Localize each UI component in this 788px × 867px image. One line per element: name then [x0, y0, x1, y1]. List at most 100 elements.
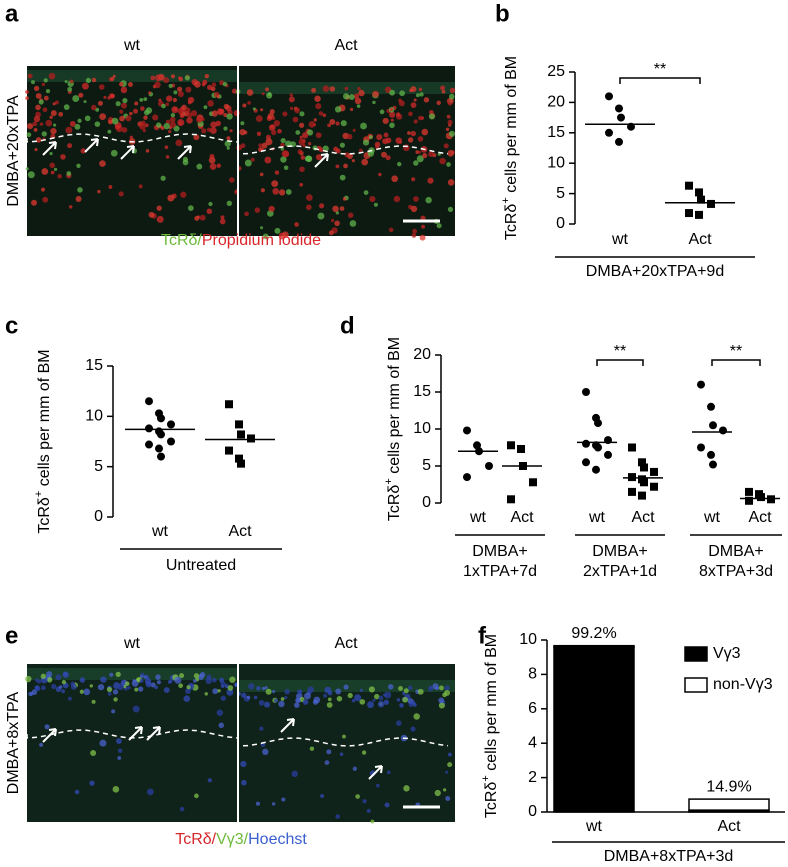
nucleus [428, 113, 435, 120]
y-tick-label: 0 [94, 508, 103, 525]
nucleus [118, 81, 124, 87]
nucleus [216, 95, 220, 99]
group-label: DMBA+ [708, 543, 764, 560]
nucleus [194, 215, 200, 221]
group-label: 1xTPA+7d [463, 563, 537, 580]
nucleus [108, 184, 113, 189]
nucleus [155, 674, 161, 680]
nucleus [261, 142, 268, 149]
nucleus [40, 673, 46, 679]
nucleus [373, 202, 378, 207]
nucleus [201, 128, 207, 134]
nucleus [271, 180, 279, 188]
nucleus [41, 168, 49, 175]
data-point [155, 444, 163, 453]
nucleus [323, 693, 328, 698]
nucleus [411, 233, 417, 238]
nucleus [74, 123, 81, 130]
nucleus [136, 677, 141, 682]
nucleus [132, 705, 140, 713]
nucleus [50, 170, 55, 175]
arrow [42, 728, 57, 743]
nucleus [428, 151, 434, 158]
nucleus [67, 86, 73, 92]
nucleus [220, 215, 225, 220]
nucleus [434, 789, 441, 797]
nucleus [142, 129, 146, 133]
y-label-part: + [383, 478, 395, 484]
nucleus [106, 686, 113, 693]
nucleus [350, 107, 354, 112]
data-point [757, 493, 765, 502]
data-point [507, 441, 515, 450]
nucleus [256, 131, 262, 137]
arrow [368, 765, 383, 780]
nucleus [164, 145, 169, 150]
nucleus [139, 123, 146, 130]
nucleus [125, 681, 130, 686]
nucleus [329, 119, 336, 125]
nucleus [445, 127, 450, 132]
panel-letter: b [495, 0, 510, 27]
nucleus [367, 701, 374, 709]
data-point [235, 454, 243, 463]
nucleus [80, 148, 86, 154]
nucleus [305, 155, 312, 162]
nucleus [184, 75, 190, 81]
nucleus [281, 150, 289, 157]
nucleus [332, 205, 339, 213]
nucleus [278, 700, 285, 708]
nucleus [282, 231, 289, 238]
micrograph [25, 664, 455, 824]
nucleus [57, 173, 62, 179]
nucleus [278, 189, 286, 196]
nucleus [219, 218, 226, 225]
nucleus [240, 143, 246, 149]
nucleus [255, 801, 261, 806]
nucleus [25, 96, 29, 100]
nucleus [69, 79, 74, 84]
nucleus [330, 218, 335, 223]
column-label: wt [123, 635, 141, 652]
legend-label: non-Vγ3 [713, 676, 773, 693]
nucleus [317, 212, 325, 220]
nucleus [379, 109, 385, 115]
nucleus [264, 156, 272, 164]
nucleus [242, 103, 247, 108]
nucleus [177, 91, 184, 98]
nucleus [374, 141, 381, 148]
nucleus [326, 702, 333, 708]
y-axis-label: TcRδ+ cells per mm of BM [383, 337, 403, 521]
arrow [42, 141, 57, 156]
nucleus [64, 80, 68, 84]
nucleus [161, 103, 166, 109]
x-tick-label: wt [703, 509, 721, 526]
nucleus [141, 672, 145, 676]
nucleus [143, 115, 148, 120]
y-tick-label: 0 [528, 803, 537, 820]
y-tick-label: 5 [422, 457, 431, 474]
data-point [640, 478, 648, 487]
nucleus [60, 154, 66, 160]
nucleus [383, 132, 389, 138]
nucleus [49, 115, 53, 119]
nucleus [399, 140, 403, 144]
nucleus [441, 89, 446, 94]
nucleus [223, 112, 228, 117]
nucleus [40, 685, 46, 691]
nucleus [396, 698, 401, 702]
nucleus [144, 678, 152, 685]
nucleus [268, 205, 275, 213]
group-label: Untreated [166, 557, 236, 574]
nucleus [204, 692, 208, 696]
nucleus [112, 74, 116, 78]
data-point [707, 402, 715, 411]
nucleus [98, 84, 105, 90]
nucleus [150, 682, 156, 688]
nucleus [258, 143, 263, 148]
nucleus [186, 685, 191, 690]
nucleus [262, 233, 269, 240]
y-label-part: TcRδ [483, 782, 500, 819]
nucleus [129, 111, 133, 116]
